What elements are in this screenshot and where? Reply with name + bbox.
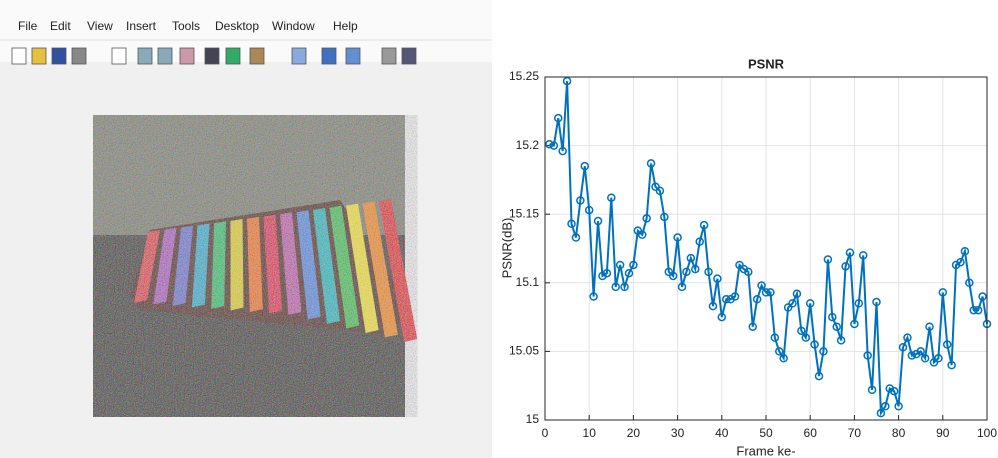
toolbar-button[interactable]: [112, 48, 126, 64]
y-tick-label: 15.05: [509, 344, 539, 358]
menu-item[interactable]: Help: [333, 19, 358, 33]
x-tick-label: 40: [715, 426, 729, 440]
image-key: [231, 219, 244, 311]
menu-item[interactable]: Edit: [50, 19, 71, 33]
image: [93, 115, 417, 417]
y-tick-label: 15.2: [516, 138, 540, 152]
x-tick-label: 80: [892, 426, 906, 440]
toolbar-button[interactable]: [205, 48, 219, 64]
toolbar-button[interactable]: [72, 48, 86, 64]
screen: PSNR Frame ke- PSNR(dB) 15 15.05 15.1 15.15…: [0, 0, 998, 458]
toolbar-button[interactable]: [382, 48, 396, 64]
x-tick-label: 20: [627, 426, 641, 440]
menu-item[interactable]: Window: [272, 19, 315, 33]
x-tick-label: 90: [936, 426, 950, 440]
toolbar-button[interactable]: [250, 48, 264, 64]
menu-item[interactable]: File: [18, 19, 38, 33]
x-axis-label: Frame ke-: [736, 443, 795, 458]
x-tick-label: 30: [671, 426, 685, 440]
y-tick-label: 15: [526, 412, 540, 426]
x-tick-label: 70: [848, 426, 862, 440]
toolbar-button[interactable]: [32, 48, 46, 64]
x-tick-label: 60: [804, 426, 818, 440]
menu-item[interactable]: Insert: [126, 19, 157, 33]
menu-item[interactable]: View: [87, 19, 113, 33]
menu-item[interactable]: Tools: [172, 19, 200, 33]
x-tick-label: 100: [977, 426, 997, 440]
toolbar-button[interactable]: [158, 48, 172, 64]
y-tick-label: 15.25: [509, 69, 539, 83]
toolbar-button[interactable]: [292, 48, 306, 64]
y-axis-label: PSNR(dB): [499, 218, 514, 279]
menu-item[interactable]: Desktop: [215, 19, 259, 33]
toolbar-button[interactable]: [402, 48, 416, 64]
chart-title: PSNR: [748, 56, 785, 71]
toolbar-button[interactable]: [322, 48, 336, 64]
x-tick-label: 10: [583, 426, 597, 440]
toolbar-button[interactable]: [138, 48, 152, 64]
x-tick-label: 0: [542, 426, 549, 440]
toolbar: [12, 48, 416, 64]
x-tick-label: 50: [759, 426, 773, 440]
y-tick-label: 15.1: [516, 275, 540, 289]
toolbar-button[interactable]: [346, 48, 360, 64]
chart: PSNR Frame ke- PSNR(dB) 15 15.05 15.1 15.15…: [499, 56, 997, 458]
toolbar-button[interactable]: [52, 48, 66, 64]
toolbar-button[interactable]: [180, 48, 194, 64]
toolbar-button[interactable]: [226, 48, 240, 64]
y-tick-label: 15.15: [509, 206, 539, 220]
toolbar-button[interactable]: [12, 48, 26, 64]
